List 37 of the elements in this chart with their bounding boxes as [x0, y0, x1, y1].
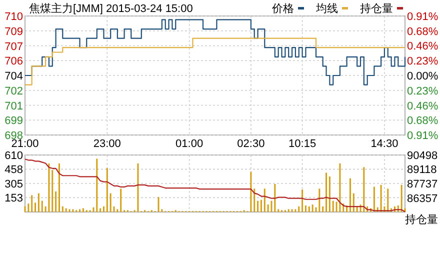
- series-label: 持仓量: [405, 214, 438, 226]
- y2-tick-label: 0.46%: [407, 40, 438, 52]
- y2-tick-label: 0.68%: [407, 26, 438, 38]
- y-tick-label: 710: [4, 11, 23, 23]
- y-tick-label: 153: [4, 192, 23, 205]
- y-tick-label: 305: [4, 178, 23, 190]
- y-tick-label: 707: [4, 40, 23, 53]
- legend-label: 均线: [315, 2, 338, 15]
- y2-tick-label: 0.91%: [407, 130, 438, 142]
- x-tick-label: 23:00: [93, 138, 121, 150]
- x-tick-label: 01:00: [176, 138, 204, 150]
- y2-tick-label: 0.46%: [407, 100, 438, 113]
- legend-label: 价格: [271, 3, 294, 15]
- x-tick-label: 02:30: [237, 138, 265, 150]
- y2-tick-label: 0.23%: [407, 55, 438, 68]
- y-tick-label: 458: [4, 164, 23, 176]
- y2-tick-label: 86357: [407, 192, 438, 205]
- text: 持仓量: [360, 3, 393, 15]
- y2-tick-label: 87737: [407, 178, 438, 191]
- y2-tick-label: 90498: [407, 150, 438, 162]
- y2-tick-label: 0.00%: [407, 70, 438, 82]
- y-tick-label: 699: [4, 115, 23, 128]
- line-series: [24, 158, 406, 212]
- x-tick-label: 21:00: [11, 138, 39, 150]
- y2-tick-label: 0.68%: [407, 114, 438, 127]
- y-tick-label: 704: [4, 70, 23, 82]
- x-tick-label: 14:30: [370, 138, 398, 150]
- y2-tick-label: 0.91%: [407, 11, 438, 23]
- y-tick-label: 702: [4, 85, 23, 98]
- y2-tick-label: 89118: [407, 164, 437, 176]
- y-tick-label: 701: [4, 100, 23, 112]
- y-tick-label: 709: [4, 26, 23, 38]
- chart-title: 焦煤主力[JMM] 2015-03-24 15:00: [29, 2, 193, 15]
- y-tick-label: 610: [4, 150, 23, 162]
- x-tick-label: 10:15: [288, 138, 316, 150]
- y-tick-label: 706: [4, 56, 23, 68]
- y2-tick-label: 0.23%: [407, 86, 438, 98]
